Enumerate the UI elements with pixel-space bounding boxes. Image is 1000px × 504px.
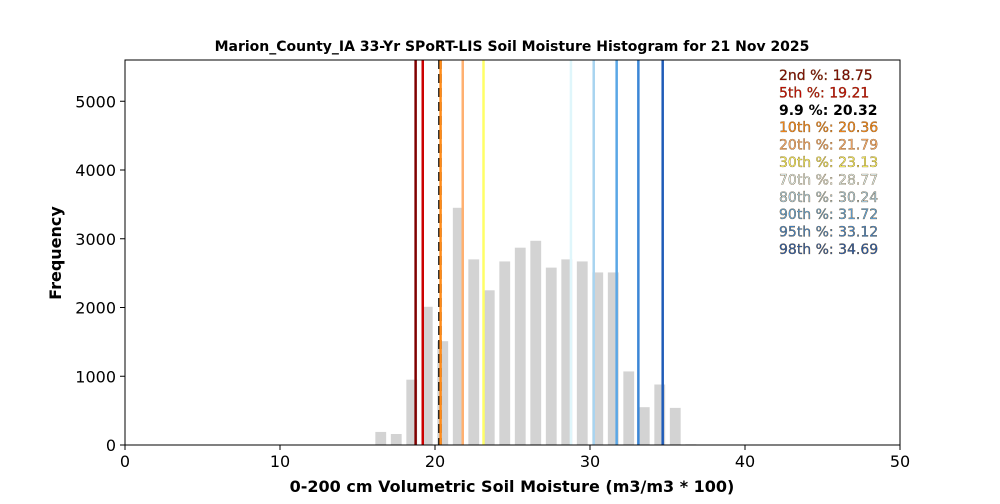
x-tick-label: 40 [735, 452, 755, 471]
x-tick-label: 30 [580, 452, 600, 471]
bars-layer [375, 207, 697, 445]
histogram-bar [592, 272, 604, 445]
y-tick-label: 2000 [75, 299, 116, 318]
percentile-label: 95th %: 33.12 [779, 225, 878, 241]
histogram-bar [561, 259, 573, 445]
y-axis-label: Frequency [46, 206, 65, 300]
y-axis-ticks: 0 1000 2000 3000 4000 5000 [75, 92, 125, 455]
histogram-bar [390, 434, 402, 445]
x-tick-label: 0 [120, 452, 130, 471]
histogram-bar [530, 240, 542, 445]
x-tick-label: 10 [270, 452, 290, 471]
histogram-bar [437, 341, 449, 445]
histogram-bar [669, 407, 681, 445]
percentile-label: 90th %: 31.72 [779, 207, 878, 223]
percentile-lines-layer [414, 60, 664, 445]
histogram-bar [452, 207, 464, 445]
x-tick-label: 20 [425, 452, 445, 471]
percentile-label: 10th %: 20.36 [779, 120, 878, 136]
x-tick-label: 50 [890, 452, 910, 471]
percentile-label: 98th %: 34.69 [779, 242, 878, 258]
y-tick-label: 1000 [75, 367, 116, 386]
plot-frame [124, 59, 901, 446]
histogram-bar [607, 272, 619, 445]
percentile-label: 80th %: 30.24 [779, 190, 878, 206]
percentile-label: 30th %: 23.13 [779, 155, 878, 171]
histogram-bar [514, 247, 526, 445]
histogram-bar [576, 261, 588, 445]
percentile-label: 20th %: 21.79 [779, 138, 878, 154]
chart-title: Marion_County_IA 33-Yr SPoRT-LIS Soil Mo… [215, 39, 810, 55]
y-tick-label: 4000 [75, 161, 116, 180]
histogram-bar [483, 290, 495, 445]
histogram-bar [638, 407, 650, 445]
percentile-label: 5th %: 19.21 [779, 85, 869, 101]
percentile-label: 9.9 %: 20.32 [779, 103, 877, 119]
x-axis-label: 0-200 cm Volumetric Soil Moisture (m3/m3… [290, 477, 735, 496]
x-axis-ticks: 0 10 20 30 40 50 [120, 445, 910, 471]
y-tick-label: 5000 [75, 92, 116, 111]
histogram-bar [499, 261, 511, 445]
histogram-bar [654, 384, 666, 445]
y-tick-label: 0 [106, 436, 116, 455]
percentile-label: 2nd %: 18.75 [779, 68, 873, 84]
percentile-label: 70th %: 28.77 [779, 172, 878, 188]
histogram-bar [468, 259, 480, 445]
histogram-bar [623, 371, 635, 445]
histogram-bar [406, 379, 418, 445]
y-tick-label: 3000 [75, 230, 116, 249]
histogram-bar [545, 267, 557, 445]
histogram-bar [375, 431, 387, 445]
histogram-bar [421, 306, 433, 445]
